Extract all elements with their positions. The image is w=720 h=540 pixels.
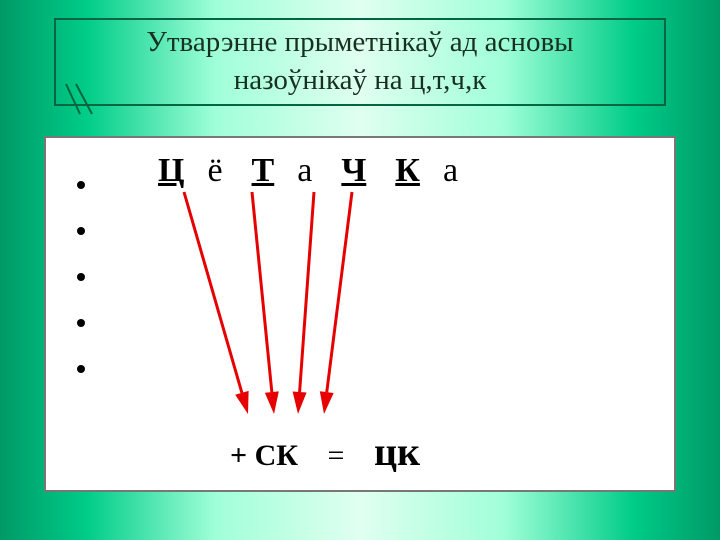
bullet-item xyxy=(100,346,107,392)
cap-letter: Ч xyxy=(341,152,366,189)
lower-letter: а xyxy=(443,152,458,189)
title-box: Утварэнне прыметнікаў ад асновы назоўнік… xyxy=(54,18,666,106)
cap-letter: Т xyxy=(252,152,275,189)
formula-result: цк xyxy=(374,429,420,474)
bullet-item xyxy=(100,208,107,254)
bullet-item xyxy=(100,254,107,300)
formula-equals: = xyxy=(328,439,345,472)
title-line-1: Утварэнне прыметнікаў ад асновы xyxy=(146,24,573,62)
letter-row: Ц ё Т а Ч К а xyxy=(158,152,458,190)
bullet-item xyxy=(100,162,107,208)
lower-letter: а xyxy=(297,152,312,189)
bullet-list xyxy=(80,162,107,392)
cap-letter: К xyxy=(395,152,420,189)
lower-letter: ё xyxy=(207,152,222,189)
title-line-2: назоўнікаў на ц,т,ч,к xyxy=(234,62,487,100)
formula-plus-sk: + СК xyxy=(230,439,298,472)
formula-row: + СК = цк xyxy=(230,428,420,475)
content-box: Ц ё Т а Ч К а + СК = цк xyxy=(44,136,676,492)
cap-letter: Ц xyxy=(158,152,184,189)
bullet-item xyxy=(100,300,107,346)
